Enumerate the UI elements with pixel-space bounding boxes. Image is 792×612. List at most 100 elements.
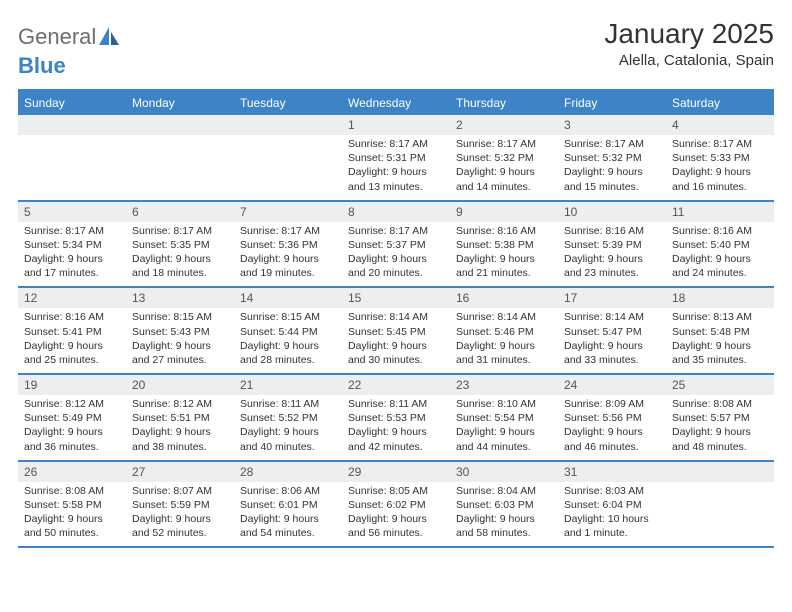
daylight-text: Daylight: 9 hours and 56 minutes. <box>348 512 444 540</box>
day-number: 31 <box>558 462 666 482</box>
sunset-text: Sunset: 5:32 PM <box>456 151 552 165</box>
day-number: 14 <box>234 288 342 308</box>
day-number: 26 <box>18 462 126 482</box>
daylight-text: Daylight: 9 hours and 40 minutes. <box>240 425 336 453</box>
sunrise-text: Sunrise: 8:14 AM <box>348 310 444 324</box>
sunrise-text: Sunrise: 8:05 AM <box>348 484 444 498</box>
day-detail: Sunrise: 8:17 AMSunset: 5:35 PMDaylight:… <box>126 222 234 287</box>
sunset-text: Sunset: 6:02 PM <box>348 498 444 512</box>
day-detail: Sunrise: 8:17 AMSunset: 5:31 PMDaylight:… <box>342 135 450 200</box>
sunset-text: Sunset: 5:47 PM <box>564 325 660 339</box>
day-number: 19 <box>18 375 126 395</box>
sunrise-text: Sunrise: 8:17 AM <box>24 224 120 238</box>
day-cell <box>18 115 126 200</box>
day-cell: 25Sunrise: 8:08 AMSunset: 5:57 PMDayligh… <box>666 375 774 460</box>
day-number: 12 <box>18 288 126 308</box>
sunset-text: Sunset: 6:03 PM <box>456 498 552 512</box>
calendar-body: 1Sunrise: 8:17 AMSunset: 5:31 PMDaylight… <box>18 115 774 548</box>
day-detail: Sunrise: 8:10 AMSunset: 5:54 PMDaylight:… <box>450 395 558 460</box>
day-detail: Sunrise: 8:17 AMSunset: 5:36 PMDaylight:… <box>234 222 342 287</box>
day-number: 29 <box>342 462 450 482</box>
day-cell: 5Sunrise: 8:17 AMSunset: 5:34 PMDaylight… <box>18 202 126 287</box>
dow-thursday: Thursday <box>450 91 558 115</box>
sunset-text: Sunset: 5:59 PM <box>132 498 228 512</box>
dow-monday: Monday <box>126 91 234 115</box>
sunset-text: Sunset: 5:37 PM <box>348 238 444 252</box>
sunset-text: Sunset: 5:39 PM <box>564 238 660 252</box>
day-number: 2 <box>450 115 558 135</box>
day-cell: 26Sunrise: 8:08 AMSunset: 5:58 PMDayligh… <box>18 462 126 547</box>
day-number: 25 <box>666 375 774 395</box>
day-cell: 30Sunrise: 8:04 AMSunset: 6:03 PMDayligh… <box>450 462 558 547</box>
day-number: 17 <box>558 288 666 308</box>
day-cell: 31Sunrise: 8:03 AMSunset: 6:04 PMDayligh… <box>558 462 666 547</box>
sunrise-text: Sunrise: 8:15 AM <box>240 310 336 324</box>
day-detail: Sunrise: 8:13 AMSunset: 5:48 PMDaylight:… <box>666 308 774 373</box>
sunset-text: Sunset: 5:45 PM <box>348 325 444 339</box>
day-cell: 12Sunrise: 8:16 AMSunset: 5:41 PMDayligh… <box>18 288 126 373</box>
daylight-text: Daylight: 9 hours and 27 minutes. <box>132 339 228 367</box>
sunset-text: Sunset: 5:34 PM <box>24 238 120 252</box>
daylight-text: Daylight: 9 hours and 50 minutes. <box>24 512 120 540</box>
day-cell <box>234 115 342 200</box>
daylight-text: Daylight: 9 hours and 35 minutes. <box>672 339 768 367</box>
sunset-text: Sunset: 5:46 PM <box>456 325 552 339</box>
day-of-week-header: SundayMondayTuesdayWednesdayThursdayFrid… <box>18 91 774 115</box>
day-detail: Sunrise: 8:11 AMSunset: 5:53 PMDaylight:… <box>342 395 450 460</box>
daylight-text: Daylight: 9 hours and 38 minutes. <box>132 425 228 453</box>
day-detail: Sunrise: 8:17 AMSunset: 5:34 PMDaylight:… <box>18 222 126 287</box>
day-detail: Sunrise: 8:17 AMSunset: 5:33 PMDaylight:… <box>666 135 774 200</box>
sunrise-text: Sunrise: 8:17 AM <box>456 137 552 151</box>
month-title: January 2025 <box>604 18 774 50</box>
day-detail: Sunrise: 8:08 AMSunset: 5:58 PMDaylight:… <box>18 482 126 547</box>
sunset-text: Sunset: 5:36 PM <box>240 238 336 252</box>
sunset-text: Sunset: 5:48 PM <box>672 325 768 339</box>
sunset-text: Sunset: 5:51 PM <box>132 411 228 425</box>
day-number: 22 <box>342 375 450 395</box>
sunrise-text: Sunrise: 8:17 AM <box>240 224 336 238</box>
day-number: 8 <box>342 202 450 222</box>
daylight-text: Daylight: 9 hours and 16 minutes. <box>672 165 768 193</box>
page: General January 2025 Alella, Catalonia, … <box>0 0 792 548</box>
day-cell: 28Sunrise: 8:06 AMSunset: 6:01 PMDayligh… <box>234 462 342 547</box>
day-detail: Sunrise: 8:17 AMSunset: 5:32 PMDaylight:… <box>450 135 558 200</box>
sunrise-text: Sunrise: 8:04 AM <box>456 484 552 498</box>
week-row: 1Sunrise: 8:17 AMSunset: 5:31 PMDaylight… <box>18 115 774 202</box>
sunrise-text: Sunrise: 8:14 AM <box>456 310 552 324</box>
logo-text: General <box>18 24 96 50</box>
sunset-text: Sunset: 5:52 PM <box>240 411 336 425</box>
day-cell: 2Sunrise: 8:17 AMSunset: 5:32 PMDaylight… <box>450 115 558 200</box>
day-cell: 3Sunrise: 8:17 AMSunset: 5:32 PMDaylight… <box>558 115 666 200</box>
day-number: 5 <box>18 202 126 222</box>
titles: January 2025 Alella, Catalonia, Spain <box>604 18 774 69</box>
sunset-text: Sunset: 5:57 PM <box>672 411 768 425</box>
day-cell: 18Sunrise: 8:13 AMSunset: 5:48 PMDayligh… <box>666 288 774 373</box>
sunset-text: Sunset: 5:31 PM <box>348 151 444 165</box>
daylight-text: Daylight: 9 hours and 21 minutes. <box>456 252 552 280</box>
sunrise-text: Sunrise: 8:03 AM <box>564 484 660 498</box>
daylight-text: Daylight: 9 hours and 25 minutes. <box>24 339 120 367</box>
day-number: 30 <box>450 462 558 482</box>
day-cell: 23Sunrise: 8:10 AMSunset: 5:54 PMDayligh… <box>450 375 558 460</box>
day-detail: Sunrise: 8:03 AMSunset: 6:04 PMDaylight:… <box>558 482 666 547</box>
day-detail: Sunrise: 8:12 AMSunset: 5:49 PMDaylight:… <box>18 395 126 460</box>
week-row: 5Sunrise: 8:17 AMSunset: 5:34 PMDaylight… <box>18 202 774 289</box>
sunrise-text: Sunrise: 8:08 AM <box>672 397 768 411</box>
daylight-text: Daylight: 9 hours and 15 minutes. <box>564 165 660 193</box>
sunset-text: Sunset: 5:35 PM <box>132 238 228 252</box>
sunrise-text: Sunrise: 8:17 AM <box>348 137 444 151</box>
sunset-text: Sunset: 5:43 PM <box>132 325 228 339</box>
daylight-text: Daylight: 9 hours and 52 minutes. <box>132 512 228 540</box>
sunrise-text: Sunrise: 8:17 AM <box>564 137 660 151</box>
sunrise-text: Sunrise: 8:15 AM <box>132 310 228 324</box>
dow-friday: Friday <box>558 91 666 115</box>
day-cell <box>666 462 774 547</box>
day-cell: 4Sunrise: 8:17 AMSunset: 5:33 PMDaylight… <box>666 115 774 200</box>
day-detail: Sunrise: 8:16 AMSunset: 5:41 PMDaylight:… <box>18 308 126 373</box>
logo-word-1: General <box>18 24 96 49</box>
sunrise-text: Sunrise: 8:14 AM <box>564 310 660 324</box>
day-cell: 6Sunrise: 8:17 AMSunset: 5:35 PMDaylight… <box>126 202 234 287</box>
sunset-text: Sunset: 5:58 PM <box>24 498 120 512</box>
daylight-text: Daylight: 9 hours and 28 minutes. <box>240 339 336 367</box>
sunset-text: Sunset: 5:53 PM <box>348 411 444 425</box>
